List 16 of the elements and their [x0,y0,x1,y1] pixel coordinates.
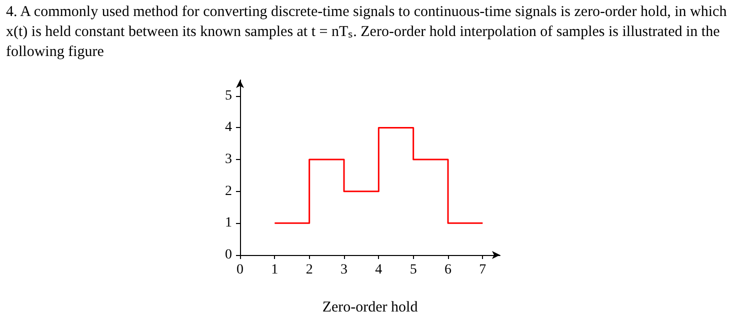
x-tick-label: 3 [340,262,348,278]
x-tick-label: 1 [271,262,278,278]
x-tick-label: 0 [236,262,244,278]
y-tick-label: 5 [225,88,232,104]
x-tick-label: 2 [306,262,313,278]
x-axis-title: Zero-order hold [322,300,418,316]
y-tick-label: 3 [225,152,232,168]
y-tick-label: 4 [225,120,232,136]
x-tick-label: 7 [479,262,486,278]
x-tick-label: 5 [410,262,417,278]
y-tick-label: 1 [225,216,232,231]
x-tick-label: 4 [375,262,382,278]
x-tick-label: 6 [444,262,452,278]
chart-title: 4. A commonly used method for converting discrete-time signals to continuous-time signals is zero-order hold, in which x(t) is held constant between its known samples at t = nTₛ. Zero-order hold interpolation of samples is illustrated in the following figure [6,3,728,62]
y-tick-label: 2 [225,184,232,199]
y-tick-label: 0 [225,248,232,262]
